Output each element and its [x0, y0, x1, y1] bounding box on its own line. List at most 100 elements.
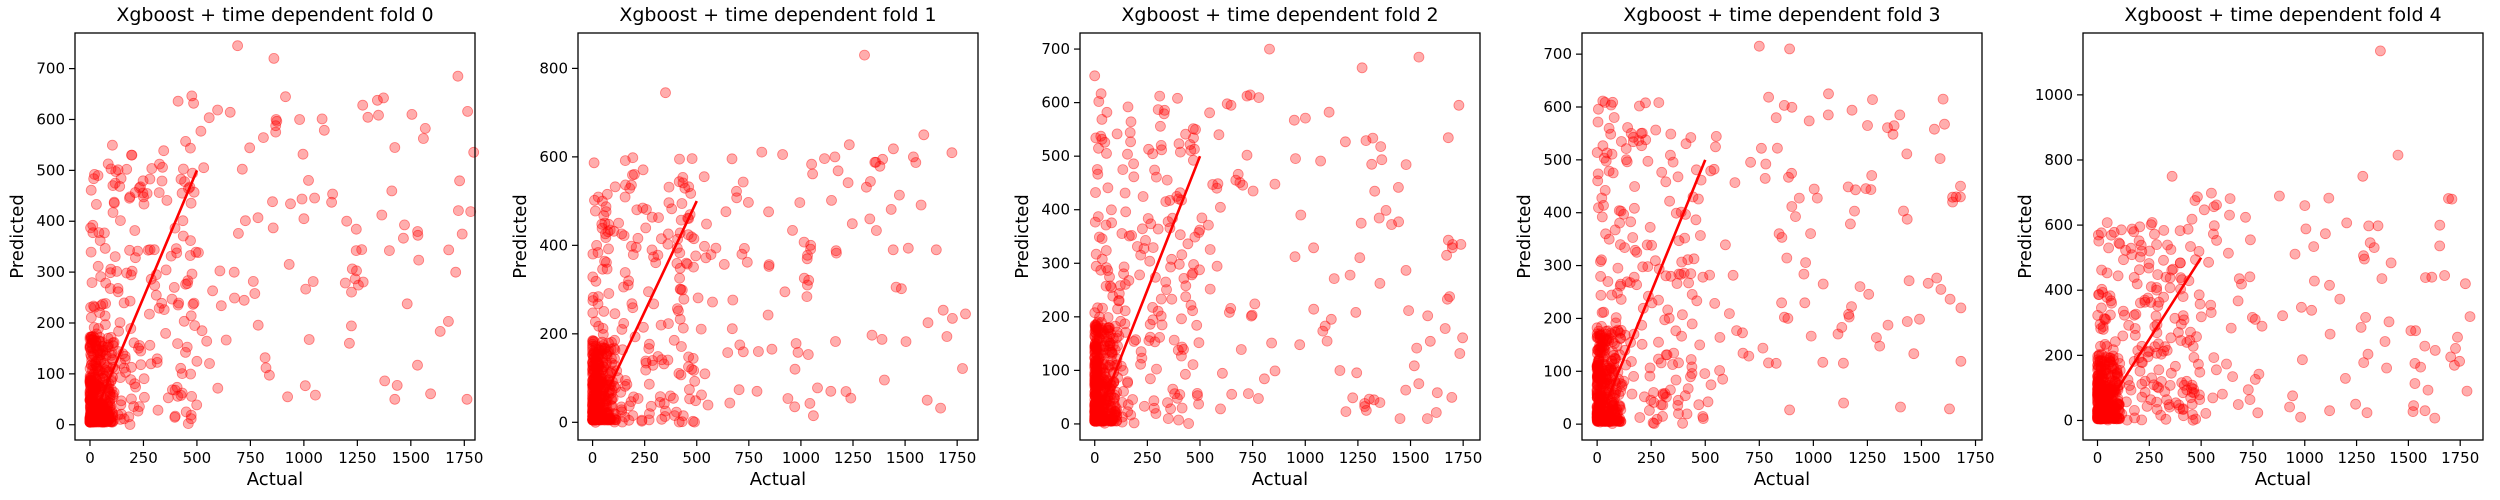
- scatter-point: [663, 318, 674, 330]
- scatter-point: [106, 406, 118, 418]
- scatter-point: [454, 175, 466, 187]
- scatter-point: [1090, 187, 1101, 198]
- scatter-point: [97, 409, 109, 421]
- scatter-point: [144, 339, 156, 351]
- scatter-point: [2120, 396, 2132, 408]
- scatter-point: [165, 250, 177, 262]
- scatter-point: [2208, 352, 2220, 364]
- scatter-point: [1944, 293, 1956, 305]
- scatter-point: [2115, 224, 2127, 236]
- scatter-point: [252, 319, 264, 331]
- scatter-points: [2092, 45, 2476, 426]
- x-tick-label: 1000: [1286, 449, 1324, 467]
- scatter-point: [85, 383, 96, 395]
- scatter-point: [1619, 242, 1630, 254]
- scatter-point: [921, 394, 933, 406]
- x-tick-label: 1750: [938, 449, 976, 467]
- scatter-point: [105, 267, 116, 279]
- scatter-point: [1620, 154, 1632, 166]
- scatter-point: [468, 146, 480, 158]
- scatter-point: [108, 415, 119, 427]
- scatter-point: [105, 411, 117, 423]
- scatter-point: [941, 331, 953, 342]
- scatter-point: [1600, 228, 1611, 240]
- scatter-point: [673, 305, 684, 317]
- x-tick-label: 1500: [2389, 449, 2427, 467]
- scatter-point: [947, 312, 958, 324]
- chart-title: Xgboost + time dependent fold 2: [1121, 4, 1438, 26]
- scatter-point: [86, 351, 97, 362]
- scatter-point: [890, 281, 902, 293]
- scatter-point: [106, 349, 117, 361]
- scatter-point: [763, 206, 774, 218]
- scatter-point: [100, 415, 112, 427]
- scatter-point: [705, 249, 717, 261]
- y-tick-label: 200: [36, 314, 65, 332]
- scatter-point: [112, 164, 124, 176]
- scatter-point: [346, 286, 357, 298]
- scatter-point: [228, 266, 240, 278]
- scatter-point: [97, 367, 109, 379]
- scatter-point: [2210, 364, 2222, 376]
- scatter-point: [2324, 328, 2336, 340]
- scatter-point: [87, 219, 99, 231]
- scatter-point: [2289, 248, 2301, 260]
- scatter-point: [90, 340, 102, 352]
- scatter-point: [102, 361, 113, 373]
- scatter-point: [239, 215, 251, 227]
- scatter-point: [102, 409, 113, 421]
- scatter-point: [96, 413, 108, 425]
- scatter-point: [85, 371, 97, 383]
- scatter-point: [357, 276, 369, 288]
- scatter-point: [303, 334, 315, 345]
- scatter-point: [846, 218, 858, 230]
- scatter-point: [341, 215, 353, 227]
- chart-panel-3: Xgboost + time dependent fold 3 Actual Pre…: [1514, 4, 1995, 490]
- scatter-point: [1363, 393, 1375, 405]
- y-tick-label: 300: [36, 263, 65, 281]
- scatter-point: [1138, 243, 1150, 254]
- scatter-point: [587, 338, 598, 350]
- scatter-point: [1321, 335, 1333, 347]
- scatter-point: [316, 113, 328, 125]
- scatter-point: [88, 349, 100, 361]
- scatter-point: [93, 344, 104, 356]
- scatter-point: [826, 194, 837, 206]
- y-tick-label: 200: [539, 325, 568, 343]
- scatter-point: [2123, 319, 2135, 331]
- scatter-point: [177, 230, 189, 242]
- scatter-point: [188, 297, 200, 309]
- scatter-point: [762, 309, 774, 321]
- scatter-point: [95, 347, 106, 359]
- scatter-point: [789, 401, 801, 413]
- scatter-point: [126, 265, 138, 277]
- scatter-point: [267, 222, 279, 234]
- scatter-point: [138, 391, 150, 403]
- scatter-point: [373, 109, 384, 121]
- scatter-point: [115, 172, 127, 184]
- scatter-point: [85, 383, 97, 395]
- scatter-point: [1122, 148, 1133, 160]
- scatter-point: [107, 408, 119, 420]
- scatter-point: [1757, 342, 1769, 354]
- scatter-point: [1914, 313, 1925, 325]
- scatter-point: [102, 415, 114, 427]
- scatter-point: [156, 297, 168, 309]
- scatter-point: [109, 177, 121, 189]
- scatter-point: [2426, 271, 2438, 283]
- scatter-point: [1215, 403, 1226, 415]
- scatter-point: [1901, 148, 1913, 160]
- x-tick-label: 750: [735, 449, 764, 467]
- scatter-point: [1174, 229, 1186, 241]
- scatter-point: [85, 398, 96, 410]
- scatter-point: [2296, 354, 2308, 366]
- scatter-point: [2158, 254, 2169, 266]
- scatter-point: [91, 386, 102, 398]
- scatter-point: [1724, 308, 1735, 320]
- scatter-point: [86, 355, 98, 366]
- scatter-point: [1798, 268, 1810, 280]
- scatter-point: [1628, 370, 1639, 382]
- scatter-point: [1367, 132, 1379, 144]
- scatter-point: [1615, 278, 1627, 290]
